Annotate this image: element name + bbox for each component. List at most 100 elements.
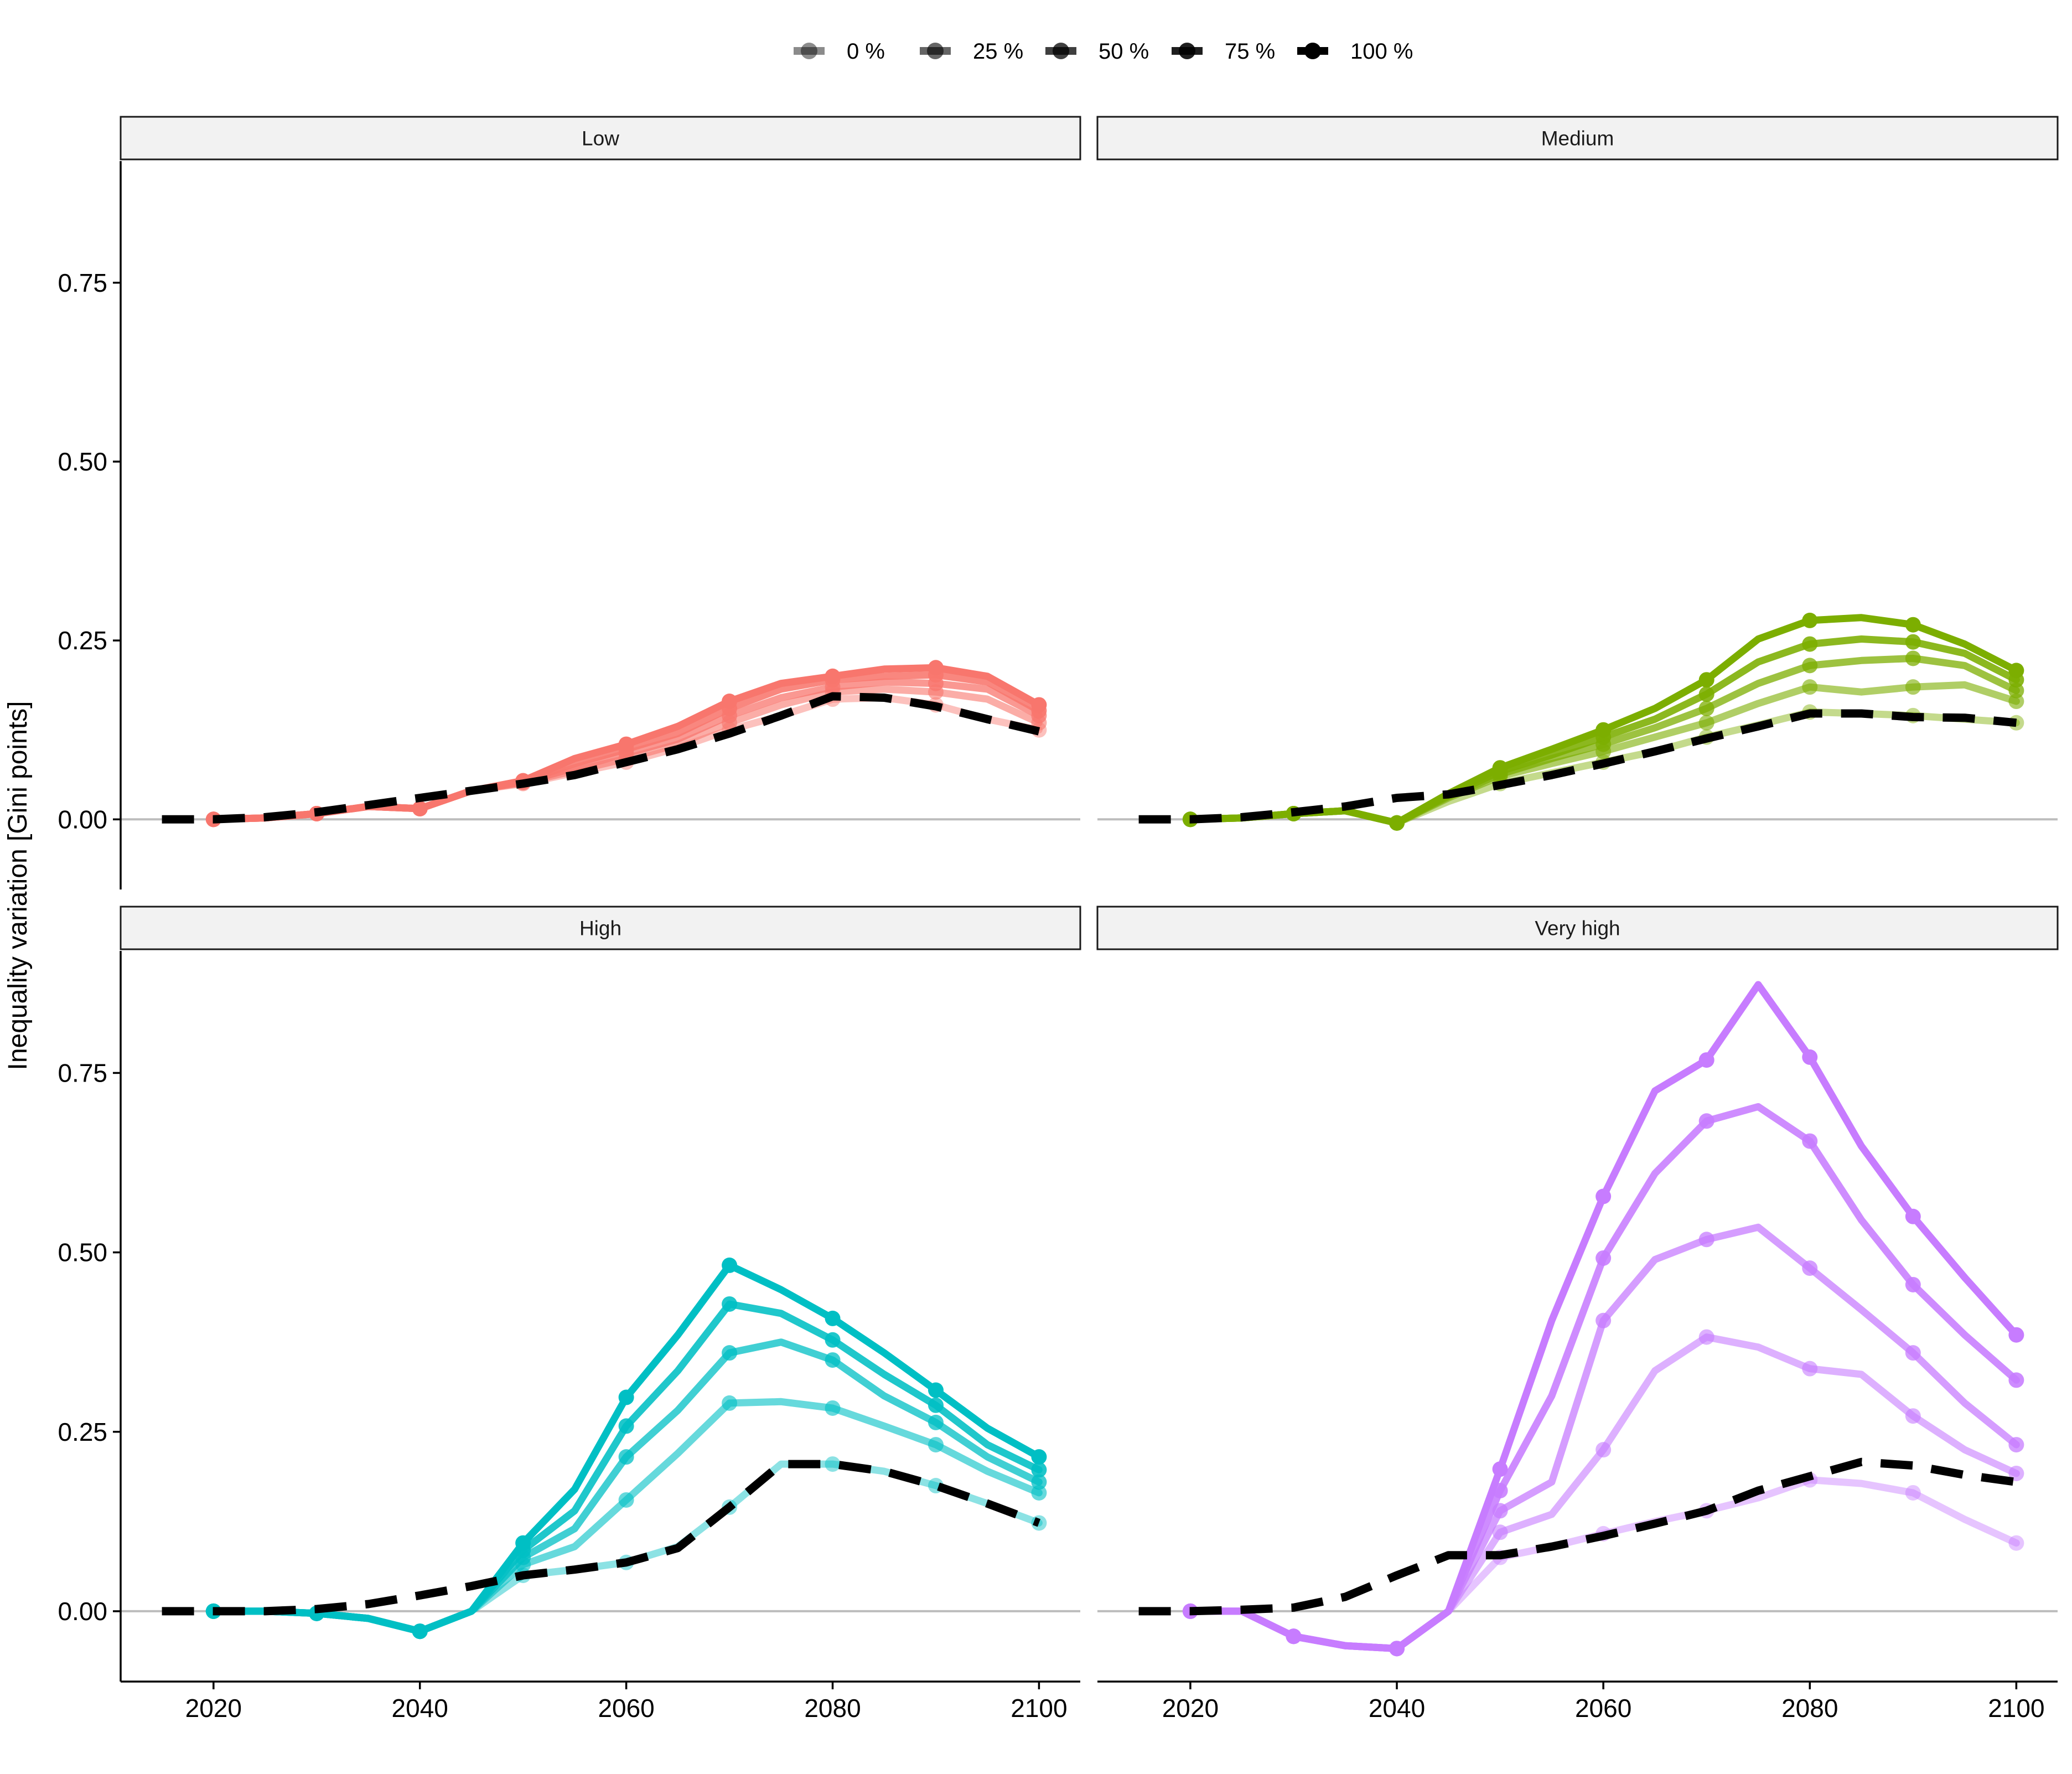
series-point: [1286, 1628, 1302, 1644]
series-point: [1905, 679, 1921, 695]
y-tick-label: 0.25: [58, 626, 107, 655]
series-point: [1905, 1408, 1921, 1424]
legend-item: 0 %: [794, 39, 885, 64]
panel-very-high: Very high 2020 2040 2060 2080 2100: [1096, 906, 2059, 1723]
y-tick-label: 0.00: [58, 1597, 107, 1626]
legend-key-point: [927, 43, 944, 59]
series-line-25pct: [210, 1398, 1043, 1635]
series-point: [1596, 1442, 1612, 1458]
x-tick-label: 2100: [1988, 1694, 2044, 1723]
x-tick-label: 2080: [1781, 1694, 1838, 1723]
series-point: [1802, 612, 1818, 628]
legend-key-point: [1304, 43, 1321, 59]
series-point: [722, 1395, 738, 1411]
series-point: [1031, 1485, 1047, 1501]
legend: 0 % 25 % 50 % 75 % 100 %: [794, 39, 1413, 64]
series-point: [1698, 700, 1714, 716]
panel-title: High: [579, 917, 621, 940]
legend-label: 75 %: [1225, 39, 1275, 64]
series-point: [412, 1623, 428, 1639]
panel-strip: [1096, 116, 2059, 161]
series-point: [1698, 1329, 1714, 1345]
series-line-100pct: [210, 1261, 1043, 1635]
series-point: [1698, 715, 1714, 731]
series-point: [825, 1456, 841, 1472]
series-point: [1698, 1052, 1714, 1068]
series-point: [2008, 1437, 2024, 1453]
series-point: [2008, 1327, 2024, 1343]
series-point: [1802, 1361, 1818, 1377]
panel-low: Low 0.00 0.25 0.50 0.75: [58, 116, 1081, 889]
series-point: [825, 1400, 841, 1416]
dashed-line: [1138, 709, 2017, 824]
series-point: [1596, 1312, 1612, 1328]
x-tick-label: 2060: [598, 1694, 654, 1723]
dashed-line: [162, 1460, 1041, 1616]
series-line-0pct: [1187, 1476, 2020, 1652]
series-point: [2008, 1535, 2024, 1551]
series-point: [928, 660, 944, 676]
legend-label: 100 %: [1350, 39, 1413, 64]
y-axis-label: Inequality variation [Gini points]: [3, 701, 33, 1070]
legend-item: 100 %: [1297, 39, 1413, 64]
panel-title: Medium: [1541, 127, 1614, 150]
series-point: [1802, 1133, 1818, 1149]
series-point: [1905, 1345, 1921, 1361]
series-point: [1698, 1232, 1714, 1248]
series-line-50pct: [210, 1338, 1043, 1635]
y-tick-label: 0.50: [58, 447, 107, 476]
series-point: [1698, 672, 1714, 688]
series-point: [1698, 686, 1714, 702]
series-point: [825, 668, 841, 684]
series-point: [1802, 679, 1818, 695]
series-point: [1802, 1049, 1818, 1065]
series-point: [2008, 682, 2024, 699]
series-point: [1905, 650, 1921, 666]
series-point: [1905, 1208, 1921, 1224]
series-line-100pct: [1187, 614, 2020, 827]
series-point: [928, 1437, 944, 1453]
series-point: [2008, 663, 2024, 679]
series-line-75pct: [210, 1300, 1043, 1635]
series-point: [1389, 815, 1405, 831]
series-point: [2008, 694, 2024, 710]
series-point: [722, 694, 738, 710]
y-tick-label: 0.00: [58, 805, 107, 834]
y-tick-label: 0.75: [58, 268, 107, 297]
series-point: [1802, 658, 1818, 674]
series-point: [1031, 697, 1047, 713]
legend-item: 25 %: [920, 39, 1023, 64]
legend-key-point: [801, 43, 817, 59]
series-point: [1905, 1485, 1921, 1501]
x-tick-label: 2020: [185, 1694, 242, 1723]
panel-high: High 0.00 0.25 0.50 0.75 2020 2040 2060 2080 2100: [58, 906, 1081, 1723]
series-point: [1031, 1474, 1047, 1490]
x-tick-label: 2040: [392, 1694, 448, 1723]
legend-item: 50 %: [1045, 39, 1149, 64]
series-line-50pct: [1187, 1223, 2020, 1652]
legend-label: 25 %: [973, 39, 1023, 64]
panel-title: Very high: [1535, 917, 1620, 940]
y-tick-label: 0.25: [58, 1418, 107, 1446]
legend-key-point: [1179, 43, 1195, 59]
series-point: [1596, 1188, 1612, 1204]
series-point: [825, 1310, 841, 1326]
series-point: [412, 800, 428, 816]
series-point: [722, 1296, 738, 1312]
series-point: [1492, 760, 1508, 776]
series-point: [928, 1414, 944, 1430]
panel-strip: [120, 116, 1081, 161]
series-point: [1905, 634, 1921, 650]
x-tick-label: 2040: [1369, 1694, 1425, 1723]
series-point: [515, 1535, 531, 1551]
series-point: [1905, 617, 1921, 633]
x-tick-label: 2080: [804, 1694, 861, 1723]
legend-key-point: [1053, 43, 1069, 59]
series-point: [618, 736, 634, 752]
x-tick-label: 2100: [1011, 1694, 1067, 1723]
legend-item: 75 %: [1172, 39, 1275, 64]
legend-label: 50 %: [1099, 39, 1149, 64]
series-point: [928, 1397, 944, 1413]
series-point: [1802, 636, 1818, 652]
